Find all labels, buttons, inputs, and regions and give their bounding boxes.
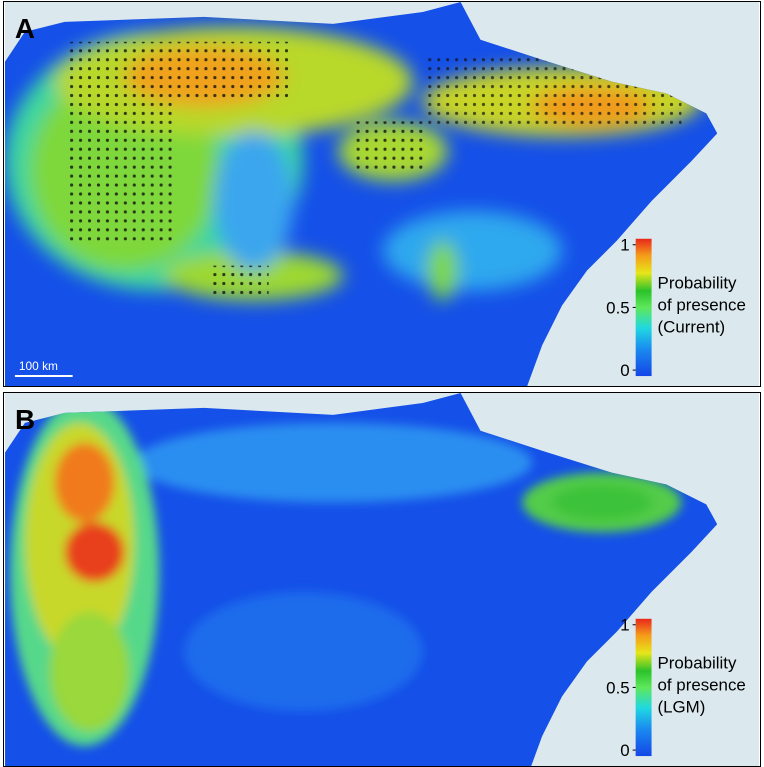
legend-title: of presence xyxy=(658,675,746,694)
colorbar-tick-label: 1 xyxy=(620,616,629,635)
colorbar-tick-label: 0.5 xyxy=(606,678,629,697)
legend-title: Probability xyxy=(658,274,737,293)
legend-title: of presence xyxy=(658,295,746,314)
colorbar-tick-label: 0 xyxy=(620,741,629,760)
colorbar xyxy=(636,239,652,376)
colorbar-tick-label: 1 xyxy=(620,236,629,255)
colorbar-tick-label: 0 xyxy=(620,361,629,380)
map-panel: B 1 0.5 0 Probability of presence (LGM) xyxy=(3,392,761,767)
panel-label: B xyxy=(15,404,35,435)
colorbar xyxy=(636,619,652,756)
legend-title: (LGM) xyxy=(658,697,706,716)
legend-title: (Current) xyxy=(658,317,726,336)
scale-bar-label: 100 km xyxy=(19,359,58,373)
legend-title: Probability xyxy=(658,654,737,673)
panel-label: A xyxy=(15,13,35,44)
map-panel: A 100 km 1 0.5 0 Probability of presence (Cur… xyxy=(3,1,761,387)
figure: A 100 km 1 0.5 0 Probability of presence (Cur… xyxy=(0,0,764,767)
colorbar-tick-label: 0.5 xyxy=(606,298,630,317)
